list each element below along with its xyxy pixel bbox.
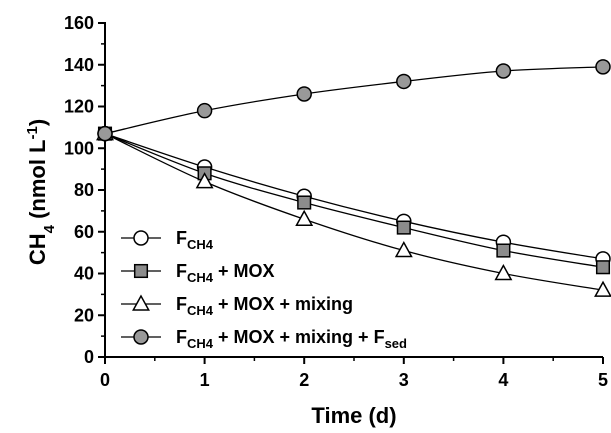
- legend-item-3: FCH4 + MOX + mixing: [121, 294, 353, 318]
- series-2-point-4: [496, 243, 511, 258]
- series-4-point-3: [396, 73, 412, 90]
- series-4-point-2: [296, 86, 312, 102]
- series-4-point-1: [196, 102, 213, 119]
- y-axis-title-subscript: 4: [41, 224, 58, 233]
- legend-label-1: FCH4: [176, 228, 214, 252]
- series-line-1: [104, 133, 604, 260]
- y-tick-label: 20: [74, 305, 94, 325]
- y-tick-label: 140: [64, 55, 94, 75]
- y-tick-label: 60: [74, 222, 94, 242]
- y-axis-title-close: ): [25, 119, 50, 126]
- y-tick-label: 120: [64, 97, 94, 117]
- y-axis-title-superscript: -1: [24, 126, 41, 139]
- x-tick-label: 1: [200, 370, 210, 390]
- series-4-point-0: [97, 125, 113, 142]
- series-2-point-2: [297, 195, 312, 210]
- legend: FCH4 FCH4 + MOX FCH4 + MOX + mixing FCH4 + …: [121, 228, 407, 351]
- y-tick-label: 40: [74, 264, 94, 284]
- x-tick-label: 2: [299, 370, 309, 390]
- series-3-point-5: [594, 280, 611, 297]
- legend-marker-1: [133, 230, 149, 246]
- legend-label-2: FCH4 + MOX: [176, 261, 275, 285]
- legend-marker-2: [133, 263, 149, 279]
- series-2-point-3: [396, 220, 411, 235]
- series-3-point-2: [295, 209, 314, 226]
- x-axis-title: Time (d): [311, 403, 396, 428]
- y-tick-label: 100: [64, 138, 94, 158]
- legend-label-4: FCH4 + MOX + mixing + Fsed: [176, 327, 407, 351]
- series-3-point-4: [494, 263, 513, 281]
- x-tick-label: 4: [498, 370, 508, 390]
- legend-item-1: FCH4: [121, 228, 214, 252]
- series-lines-layer: [104, 66, 604, 291]
- series-line-4: [104, 66, 604, 135]
- series-2-point-5: [595, 260, 611, 275]
- legend-marker-3: [132, 294, 150, 311]
- series-4-point-4: [495, 63, 512, 79]
- legend-marker-4: [133, 329, 149, 345]
- series-3-point-1: [195, 172, 214, 189]
- legend-item-4: FCH4 + MOX + mixing + Fsed: [121, 327, 407, 351]
- y-axis-title-main: CH: [25, 233, 50, 265]
- legend-label-3: FCH4 + MOX + mixing: [176, 294, 353, 318]
- y-tick-label: 0: [84, 347, 94, 367]
- x-tick-label: 3: [399, 370, 409, 390]
- y-axis-title: CH4 (nmol L-1): [24, 119, 58, 265]
- x-tick-label: 0: [100, 370, 110, 390]
- series-markers-layer: [96, 59, 611, 297]
- axes: 0 20 40 60 80 100 120 140 160 0 1 2 3 4 5: [64, 13, 608, 390]
- y-axis-title-unit: (nmol L: [25, 140, 50, 226]
- series-4-point-5: [595, 59, 611, 75]
- series-line-3: [104, 133, 604, 291]
- legend-item-2: FCH4 + MOX: [121, 261, 275, 285]
- series-line-2: [104, 133, 604, 268]
- y-tick-label: 160: [64, 13, 94, 33]
- y-tick-label: 80: [74, 180, 94, 200]
- x-tick-label: 5: [598, 370, 608, 390]
- series-3-point-3: [394, 241, 413, 258]
